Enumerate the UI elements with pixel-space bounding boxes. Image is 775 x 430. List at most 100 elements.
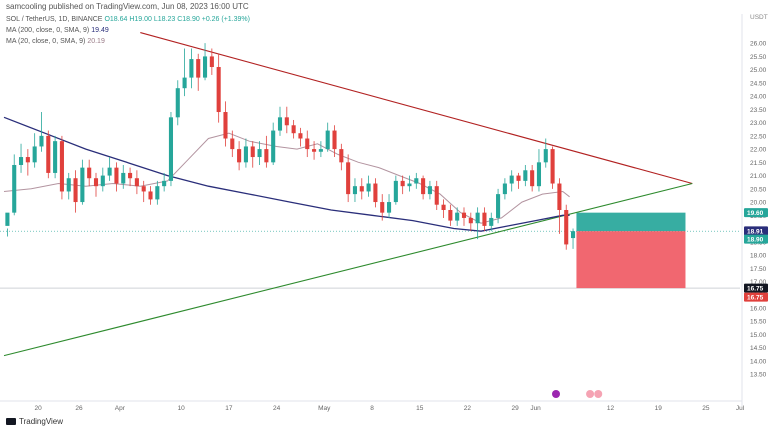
candle-body <box>223 112 228 139</box>
event-marker-icon[interactable] <box>552 390 560 398</box>
candle <box>284 106 289 134</box>
price-tick-label: 26.00 <box>750 41 767 48</box>
candle-body <box>509 175 514 184</box>
candle-body <box>237 149 242 163</box>
support-trendline[interactable] <box>3 182 693 357</box>
candle <box>141 180 146 203</box>
candle-body <box>243 146 248 163</box>
candle <box>128 167 133 187</box>
brand-label: TradingView <box>19 417 64 426</box>
candle-body <box>134 178 139 187</box>
candle <box>523 164 528 187</box>
candle <box>421 175 426 200</box>
candle <box>39 112 44 152</box>
candle-body <box>32 146 37 163</box>
candle <box>407 175 412 192</box>
candle <box>230 130 235 158</box>
candle-body <box>264 149 269 163</box>
candle <box>5 212 10 237</box>
candle-body <box>530 170 535 187</box>
price-tick-label: 17.00 <box>750 279 767 286</box>
candle <box>291 119 296 139</box>
candle <box>93 172 99 197</box>
price-tag-bg <box>744 234 768 244</box>
candle-body <box>25 157 30 163</box>
candle <box>182 48 187 97</box>
candle-body <box>12 164 17 213</box>
candle-body <box>455 212 460 221</box>
candle-body <box>543 149 548 163</box>
candle-body <box>162 180 167 187</box>
price-tick-label: 21.50 <box>750 160 767 167</box>
candle <box>543 138 548 168</box>
candle-body <box>18 157 24 165</box>
candle <box>305 130 310 158</box>
flag-marker-icon[interactable] <box>586 390 595 398</box>
candle <box>209 48 214 75</box>
price-tag: 19.60 <box>744 208 768 218</box>
candle <box>352 178 358 203</box>
candle-body <box>373 183 378 203</box>
time-tick-label: 10 <box>178 405 186 412</box>
candle-body <box>141 186 146 192</box>
candle-body <box>53 141 58 173</box>
candle-body <box>325 130 330 150</box>
price-tick-label: 22.00 <box>750 147 767 154</box>
candle <box>366 175 371 197</box>
candle <box>557 178 562 234</box>
candle-body <box>400 180 405 187</box>
candle <box>461 207 467 226</box>
candle <box>489 212 494 232</box>
candle-body <box>502 183 507 195</box>
ohlc-values: O18.64 H19.00 L18.23 C18.90 +0.26 (+1.39… <box>104 16 250 23</box>
ma200-value: 19.49 <box>91 27 109 34</box>
candle <box>502 178 507 200</box>
candle-body <box>312 149 317 152</box>
candle-body <box>66 178 71 192</box>
candle-body <box>148 191 153 200</box>
candle <box>32 133 37 168</box>
flag-marker-icon[interactable] <box>594 390 603 398</box>
candle <box>386 194 392 218</box>
candle-body <box>196 59 201 78</box>
resistance-trendline[interactable] <box>140 32 693 185</box>
ma200-line <box>3 116 570 232</box>
stop-zone <box>576 231 686 289</box>
tradingview-logo-icon <box>6 418 16 425</box>
moving-averages <box>3 116 570 232</box>
price-tick-label: 18.00 <box>750 253 767 260</box>
candle <box>237 141 242 171</box>
candle-body <box>121 172 126 184</box>
candle-body <box>291 125 296 134</box>
candle-body <box>114 167 119 184</box>
candle <box>243 138 248 168</box>
candle-body <box>434 186 439 205</box>
candle <box>271 122 276 165</box>
candle-body <box>216 67 221 113</box>
candle <box>257 141 262 165</box>
candle-body <box>298 133 303 139</box>
time-tick-label: 22 <box>464 405 472 412</box>
price-tick-label: 24.50 <box>750 80 767 87</box>
price-tag-bg <box>744 226 768 236</box>
candle <box>100 167 105 192</box>
candle-body <box>284 117 289 126</box>
price-tick-label: 23.50 <box>750 107 767 114</box>
candle-body <box>93 178 99 187</box>
symbol-label: SOL / TetherUS, 1D, BINANCE <box>6 16 103 23</box>
candle-body <box>209 56 214 68</box>
candle-body <box>352 186 358 195</box>
price-tag-label: 16.75 <box>747 295 764 302</box>
candle <box>87 159 92 187</box>
candle-body <box>128 172 133 179</box>
candle-body <box>536 162 542 187</box>
time-tick-label: Apr <box>115 405 126 412</box>
price-tick-label: 25.50 <box>750 54 767 61</box>
candle <box>482 207 487 232</box>
candle-body <box>332 130 337 150</box>
candle-body <box>468 217 473 224</box>
event-markers <box>552 390 603 398</box>
candle-body <box>407 183 412 187</box>
candle <box>202 43 208 81</box>
